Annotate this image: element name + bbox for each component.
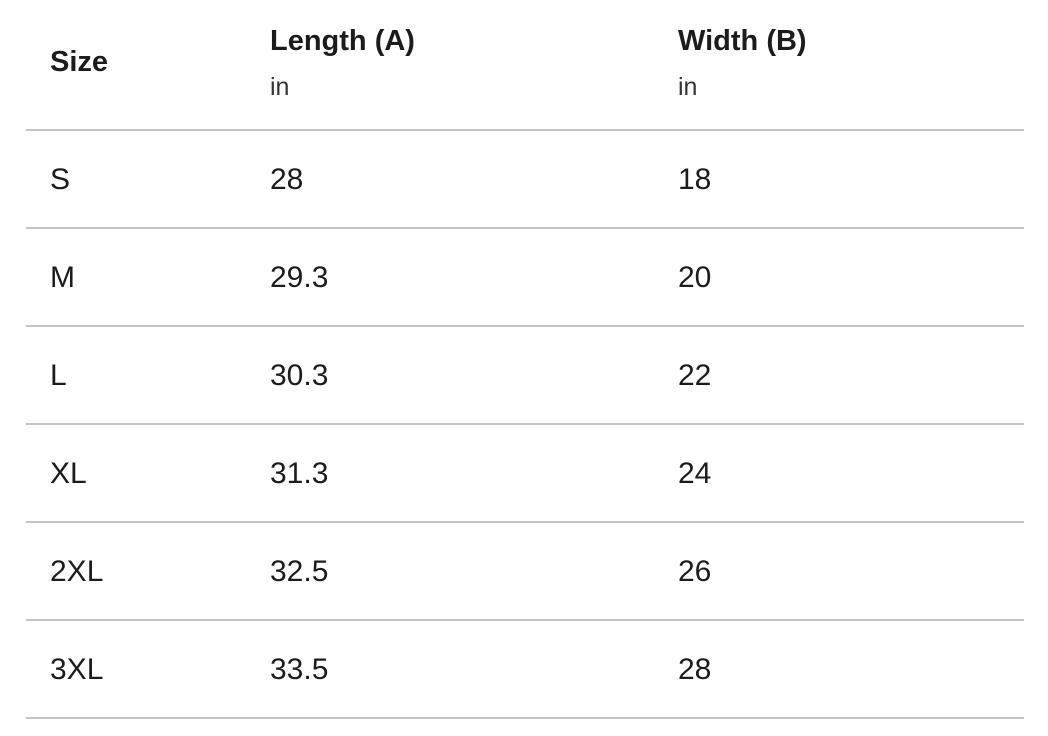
row-divider [26, 227, 1024, 229]
size-label: 2XL [50, 555, 104, 588]
column-header: Length (A) [270, 25, 415, 57]
column-header: Width (B) [678, 25, 807, 57]
column-unit: in [270, 73, 290, 101]
size-label: M [50, 261, 75, 294]
measurement: 18 [678, 163, 712, 196]
row-divider [26, 423, 1024, 425]
measurement: 31.3 [270, 457, 329, 490]
measurement: 29.3 [270, 261, 329, 294]
measurement: 20 [678, 261, 712, 294]
measurement: 24 [678, 457, 712, 490]
measurement: 33.5 [270, 653, 329, 686]
measurement: 28 [270, 163, 304, 196]
row-divider [26, 325, 1024, 327]
row-divider [26, 717, 1024, 719]
measurement: 30.3 [270, 359, 329, 392]
size-label: S [50, 163, 71, 196]
measurement: 28 [678, 653, 712, 686]
column-header: Size [50, 46, 109, 78]
row-divider [26, 619, 1024, 621]
size-label: L [50, 359, 67, 392]
measurement: 32.5 [270, 555, 329, 588]
size-label: XL [50, 457, 87, 490]
size-label: 3XL [50, 653, 104, 686]
measurement: 22 [678, 359, 712, 392]
row-divider [26, 129, 1024, 131]
row-divider [26, 521, 1024, 523]
column-unit: in [678, 73, 698, 101]
measurement: 26 [678, 555, 712, 588]
